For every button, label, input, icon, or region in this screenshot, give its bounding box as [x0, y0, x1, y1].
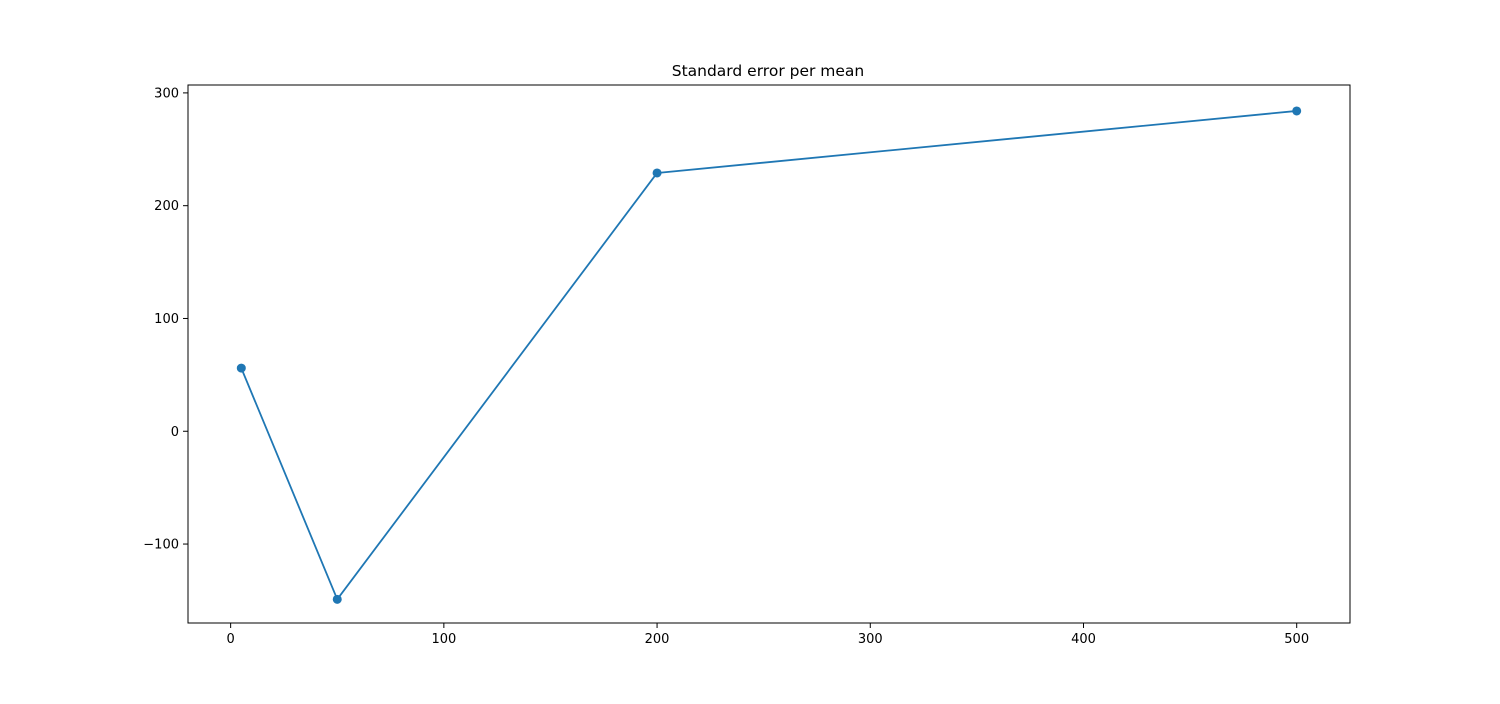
x-tick-label: 400 [1071, 632, 1096, 647]
y-tick-label: −100 [143, 538, 179, 553]
plot-area-frame [187, 84, 1351, 624]
series-group [236, 106, 1302, 604]
data-point [652, 168, 662, 178]
x-tick-label: 0 [227, 632, 235, 647]
y-tick-label: 0 [171, 425, 179, 440]
y-tick-label: 300 [154, 86, 179, 101]
data-point [332, 594, 342, 604]
x-axis: 0 100 200 300 400 500 [227, 623, 1309, 647]
data-point [1292, 106, 1302, 116]
chart-title: Standard error per mean [672, 62, 865, 80]
x-tick-label: 200 [645, 632, 670, 647]
data-point [236, 363, 246, 373]
x-tick-label: 100 [431, 632, 456, 647]
x-tick-label: 500 [1284, 632, 1309, 647]
y-tick-label: 200 [154, 199, 179, 214]
x-tick-label: 300 [858, 632, 883, 647]
series-line [240, 110, 1297, 601]
y-axis: −100 0 100 200 300 [143, 86, 188, 553]
y-tick-label: 100 [154, 312, 179, 327]
